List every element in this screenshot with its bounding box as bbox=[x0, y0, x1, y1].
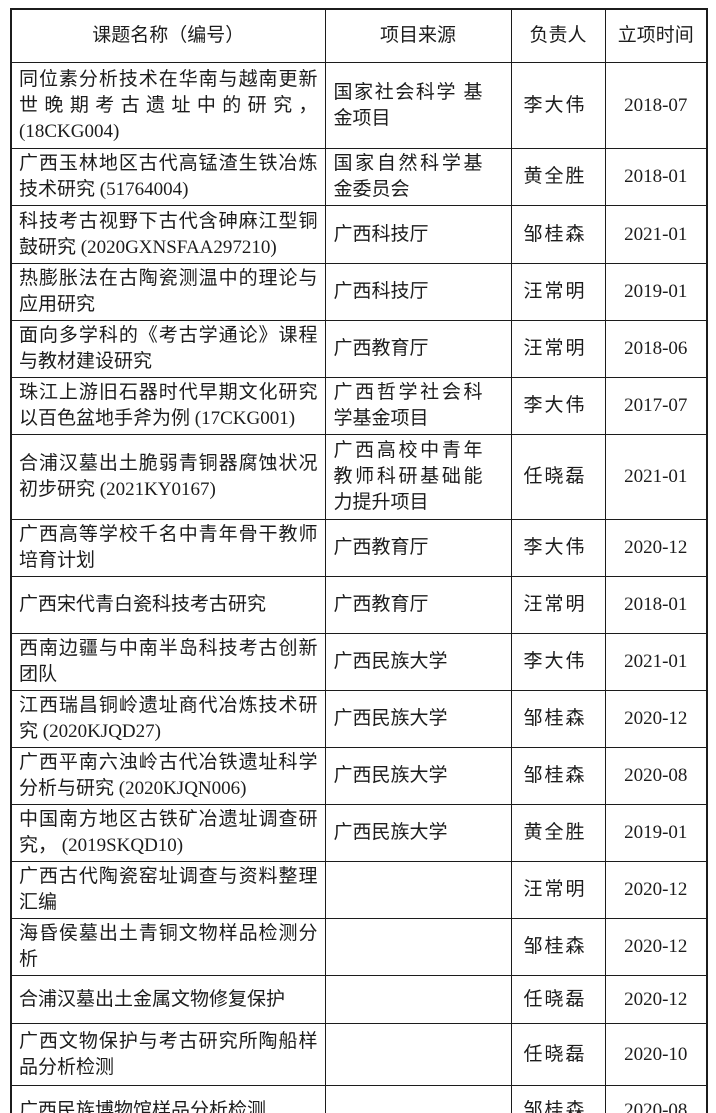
cell-project-title: 广西古代陶瓷窑址调查与资料整理汇编 bbox=[10, 861, 326, 919]
cell-approval-date: 2020-12 bbox=[604, 861, 708, 919]
cell-approval-date: 2018-06 bbox=[604, 320, 708, 378]
cell-approval-date: 2020-12 bbox=[604, 690, 708, 748]
cell-leader: 汪常明 bbox=[510, 263, 606, 321]
table-row: 广西民族博物馆样品分析检测 邹桂森 2020-08 bbox=[10, 1085, 708, 1113]
table-row: 广西玉林地区古代高锰渣生铁冶炼技术研究 (51764004) 国家自然科学基金委… bbox=[10, 148, 708, 206]
cell-project-source bbox=[324, 861, 512, 919]
cell-leader: 汪常明 bbox=[510, 320, 606, 378]
cell-project-source: 广西科技厅 bbox=[324, 263, 512, 321]
cell-project-title: 广西高等学校千名中青年骨干教师培育计划 bbox=[10, 519, 326, 577]
cell-project-source: 广西科技厅 bbox=[324, 205, 512, 264]
cell-project-source bbox=[324, 918, 512, 976]
cell-project-title: 广西玉林地区古代高锰渣生铁冶炼技术研究 (51764004) bbox=[10, 148, 326, 206]
cell-leader: 李大伟 bbox=[510, 62, 606, 149]
cell-leader: 邹桂森 bbox=[510, 1085, 606, 1113]
cell-project-title: 珠江上游旧石器时代早期文化研究以百色盆地手斧为例 (17CKG001) bbox=[10, 377, 326, 435]
cell-project-source: 广西民族大学 bbox=[324, 633, 512, 691]
cell-leader: 李大伟 bbox=[510, 633, 606, 691]
cell-leader: 汪常明 bbox=[510, 576, 606, 634]
table-row: 西南边疆与中南半岛科技考古创新团队 广西民族大学 李大伟 2021-01 bbox=[10, 633, 708, 691]
table-row: 广西平南六浊岭古代冶铁遗址科学分析与研究 (2020KJQN006) 广西民族大… bbox=[10, 747, 708, 805]
cell-leader: 黄全胜 bbox=[510, 148, 606, 206]
table-row: 热膨胀法在古陶瓷测温中的理论与应用研究 广西科技厅 汪常明 2019-01 bbox=[10, 263, 708, 321]
cell-project-source: 广西哲学社会科学基金项目 bbox=[324, 377, 512, 435]
table-row: 科技考古视野下古代含砷麻江型铜鼓研究 (2020GXNSFAA297210) 广… bbox=[10, 205, 708, 264]
cell-leader: 任晓磊 bbox=[510, 434, 606, 520]
cell-leader: 邹桂森 bbox=[510, 747, 606, 805]
cell-approval-date: 2020-10 bbox=[604, 1023, 708, 1086]
cell-project-source: 国家自然科学基金委员会 bbox=[324, 148, 512, 206]
cell-leader: 邹桂森 bbox=[510, 918, 606, 976]
cell-leader: 汪常明 bbox=[510, 861, 606, 919]
column-header-project-source: 项目来源 bbox=[324, 8, 512, 63]
cell-approval-date: 2020-12 bbox=[604, 918, 708, 976]
table-body: 同位素分析技术在华南与越南更新世晚期考古遗址中的研究，(18CKG004) 国家… bbox=[10, 62, 708, 1113]
cell-approval-date: 2018-01 bbox=[604, 576, 708, 634]
table-row: 广西文物保护与考古研究所陶船样品分析检测 任晓磊 2020-10 bbox=[10, 1023, 708, 1086]
table-row: 广西古代陶瓷窑址调查与资料整理汇编 汪常明 2020-12 bbox=[10, 861, 708, 919]
table-row: 海昏侯墓出土青铜文物样品检测分析 邹桂森 2020-12 bbox=[10, 918, 708, 976]
cell-project-source: 广西民族大学 bbox=[324, 690, 512, 748]
cell-approval-date: 2020-08 bbox=[604, 747, 708, 805]
cell-approval-date: 2021-01 bbox=[604, 434, 708, 520]
cell-project-title: 广西文物保护与考古研究所陶船样品分析检测 bbox=[10, 1023, 326, 1086]
cell-project-source: 广西高校中青年教师科研基础能力提升项目 bbox=[324, 434, 512, 520]
cell-project-title: 面向多学科的《考古学通论》课程与教材建设研究 bbox=[10, 320, 326, 378]
cell-leader: 黄全胜 bbox=[510, 804, 606, 862]
table-row: 合浦汉墓出土脆弱青铜器腐蚀状况初步研究 (2021KY0167) 广西高校中青年… bbox=[10, 434, 708, 520]
research-projects-table: 课题名称（编号） 项目来源 负责人 立项时间 同位素分析技术在华南与越南更新世晚… bbox=[10, 8, 708, 1113]
cell-approval-date: 2018-01 bbox=[604, 148, 708, 206]
cell-project-source bbox=[324, 975, 512, 1024]
cell-project-title: 广西宋代青白瓷科技考古研究 bbox=[10, 576, 326, 634]
cell-project-title: 江西瑞昌铜岭遗址商代冶炼技术研究 (2020KJQD27) bbox=[10, 690, 326, 748]
cell-project-source: 国家社会科学 基金项目 bbox=[324, 62, 512, 149]
cell-project-title: 西南边疆与中南半岛科技考古创新团队 bbox=[10, 633, 326, 691]
table-row: 合浦汉墓出土金属文物修复保护 任晓磊 2020-12 bbox=[10, 975, 708, 1024]
cell-approval-date: 2019-01 bbox=[604, 804, 708, 862]
cell-project-source bbox=[324, 1023, 512, 1086]
cell-leader: 李大伟 bbox=[510, 519, 606, 577]
table-row: 面向多学科的《考古学通论》课程与教材建设研究 广西教育厅 汪常明 2018-06 bbox=[10, 320, 708, 378]
cell-approval-date: 2020-12 bbox=[604, 975, 708, 1024]
cell-leader: 邹桂森 bbox=[510, 205, 606, 264]
header-row: 课题名称（编号） 项目来源 负责人 立项时间 bbox=[10, 8, 708, 63]
cell-approval-date: 2018-07 bbox=[604, 62, 708, 149]
cell-project-source: 广西民族大学 bbox=[324, 747, 512, 805]
cell-approval-date: 2020-12 bbox=[604, 519, 708, 577]
cell-project-source: 广西民族大学 bbox=[324, 804, 512, 862]
column-header-project-title: 课题名称（编号） bbox=[10, 8, 326, 63]
cell-project-title: 同位素分析技术在华南与越南更新世晚期考古遗址中的研究，(18CKG004) bbox=[10, 62, 326, 149]
cell-project-title: 合浦汉墓出土脆弱青铜器腐蚀状况初步研究 (2021KY0167) bbox=[10, 434, 326, 520]
cell-project-title: 广西平南六浊岭古代冶铁遗址科学分析与研究 (2020KJQN006) bbox=[10, 747, 326, 805]
cell-approval-date: 2021-01 bbox=[604, 205, 708, 264]
cell-project-title: 合浦汉墓出土金属文物修复保护 bbox=[10, 975, 326, 1024]
cell-leader: 邹桂森 bbox=[510, 690, 606, 748]
cell-leader: 任晓磊 bbox=[510, 975, 606, 1024]
table-row: 广西高等学校千名中青年骨干教师培育计划 广西教育厅 李大伟 2020-12 bbox=[10, 519, 708, 577]
cell-project-source: 广西教育厅 bbox=[324, 519, 512, 577]
cell-project-source: 广西教育厅 bbox=[324, 320, 512, 378]
cell-approval-date: 2021-01 bbox=[604, 633, 708, 691]
cell-approval-date: 2017-07 bbox=[604, 377, 708, 435]
cell-project-title: 热膨胀法在古陶瓷测温中的理论与应用研究 bbox=[10, 263, 326, 321]
table-row: 同位素分析技术在华南与越南更新世晚期考古遗址中的研究，(18CKG004) 国家… bbox=[10, 62, 708, 149]
cell-approval-date: 2020-08 bbox=[604, 1085, 708, 1113]
column-header-leader: 负责人 bbox=[510, 8, 606, 63]
cell-leader: 任晓磊 bbox=[510, 1023, 606, 1086]
table-row: 广西宋代青白瓷科技考古研究 广西教育厅 汪常明 2018-01 bbox=[10, 576, 708, 634]
cell-leader: 李大伟 bbox=[510, 377, 606, 435]
cell-project-title: 广西民族博物馆样品分析检测 bbox=[10, 1085, 326, 1113]
column-header-approval-date: 立项时间 bbox=[604, 8, 708, 63]
cell-project-source bbox=[324, 1085, 512, 1113]
cell-project-title: 中国南方地区古铁矿冶遗址调查研究， (2019SKQD10) bbox=[10, 804, 326, 862]
cell-project-title: 海昏侯墓出土青铜文物样品检测分析 bbox=[10, 918, 326, 976]
table-row: 江西瑞昌铜岭遗址商代冶炼技术研究 (2020KJQD27) 广西民族大学 邹桂森… bbox=[10, 690, 708, 748]
cell-project-source: 广西教育厅 bbox=[324, 576, 512, 634]
table-row: 中国南方地区古铁矿冶遗址调查研究， (2019SKQD10) 广西民族大学 黄全… bbox=[10, 804, 708, 862]
table-row: 珠江上游旧石器时代早期文化研究以百色盆地手斧为例 (17CKG001) 广西哲学… bbox=[10, 377, 708, 435]
cell-project-title: 科技考古视野下古代含砷麻江型铜鼓研究 (2020GXNSFAA297210) bbox=[10, 205, 326, 264]
cell-approval-date: 2019-01 bbox=[604, 263, 708, 321]
